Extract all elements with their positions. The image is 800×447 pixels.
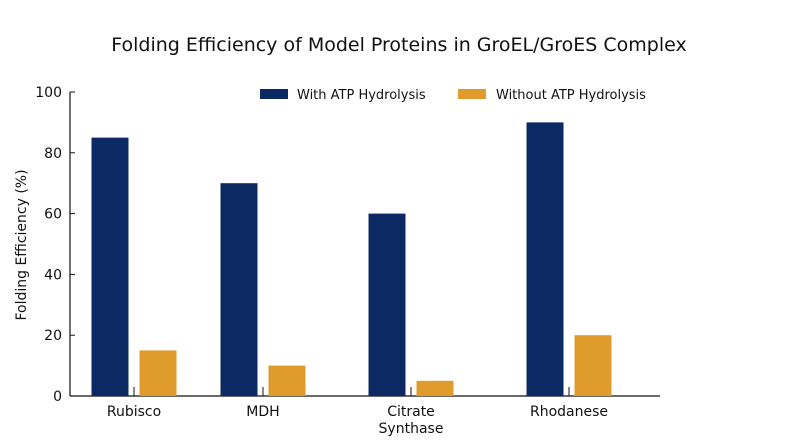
x-tick-label: Citrate Synthase [379, 404, 444, 437]
bar-with-atp [91, 137, 129, 396]
x-tick-label: MDH [246, 404, 279, 420]
y-tick-label: 20 [44, 328, 62, 344]
chart-title: Folding Efficiency of Model Proteins in … [111, 34, 686, 56]
y-tick-label: 60 [44, 207, 62, 223]
bar-without-atp [416, 380, 454, 396]
bar-with-atp [220, 183, 258, 396]
y-axis-label: Folding Efficiency (%) [14, 169, 30, 320]
bar-without-atp [139, 350, 177, 396]
bar-with-atp [526, 122, 564, 397]
legend-label: Without ATP Hydrolysis [496, 88, 646, 103]
bar-with-atp [368, 213, 406, 396]
legend-label: With ATP Hydrolysis [297, 88, 426, 103]
y-tick-label: 80 [44, 146, 62, 162]
y-tick-label: 100 [35, 85, 62, 101]
bar-without-atp [574, 335, 612, 396]
legend: With ATP Hydrolysis Without ATP Hydrolysi… [260, 88, 646, 103]
bar-without-atp [268, 365, 306, 396]
plot-area: 0 20 40 60 80 100 Rubisco MDH Citrate Synthase Rho… [35, 85, 660, 437]
x-tick-label: Rubisco [107, 404, 161, 420]
x-tick-label: Rhodanese [530, 404, 608, 420]
y-tick-label: 40 [44, 267, 62, 283]
y-tick-label: 0 [53, 389, 62, 405]
legend-swatch [458, 89, 486, 99]
legend-swatch [260, 89, 288, 99]
